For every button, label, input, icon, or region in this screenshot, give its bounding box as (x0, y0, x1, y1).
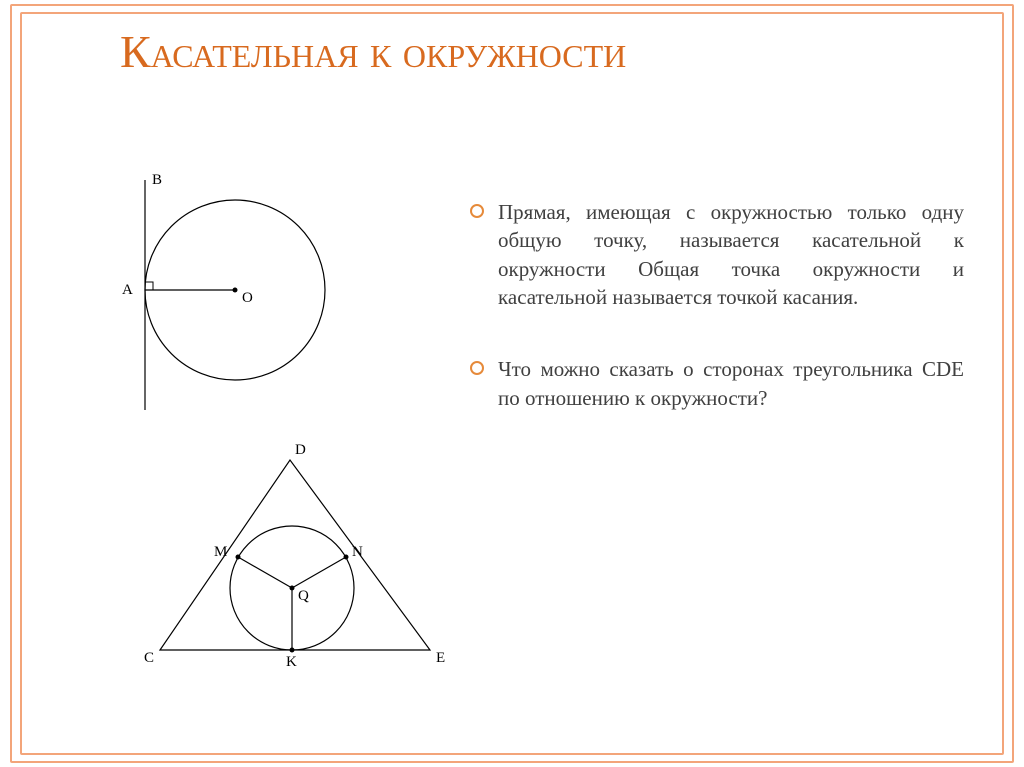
label-M: M (214, 544, 227, 561)
slide-title: Касательная к окружности (120, 28, 680, 76)
bullet-icon (470, 204, 484, 218)
bullet-item: Что можно сказать о сторонах треугольник… (470, 355, 964, 412)
label-A: A (122, 282, 133, 299)
text-column: Прямая, имеющая с окружностью только одн… (470, 180, 964, 740)
label-O: O (242, 290, 253, 307)
label-D: D (295, 442, 306, 459)
diagrams-column: B A O D C E M N K Q (60, 180, 470, 740)
bullet-text: Что можно сказать о сторонах треугольник… (498, 355, 964, 412)
label-N: N (352, 544, 363, 561)
diagram-tangent-circle: B A O (60, 180, 360, 420)
diagram-inscribed-triangle: D C E M N K Q (130, 450, 460, 675)
bullet-text: Прямая, имеющая с окружностью только одн… (498, 198, 964, 311)
label-C: C (144, 650, 154, 667)
label-K: K (286, 654, 297, 671)
bullet-icon (470, 361, 484, 375)
content-area: B A O D C E M N K Q Прямая, имеющая с ок… (60, 180, 964, 740)
label-Q: Q (298, 588, 309, 605)
bullet-item: Прямая, имеющая с окружностью только одн… (470, 198, 964, 311)
label-B: B (152, 172, 162, 189)
label-E: E (436, 650, 445, 667)
